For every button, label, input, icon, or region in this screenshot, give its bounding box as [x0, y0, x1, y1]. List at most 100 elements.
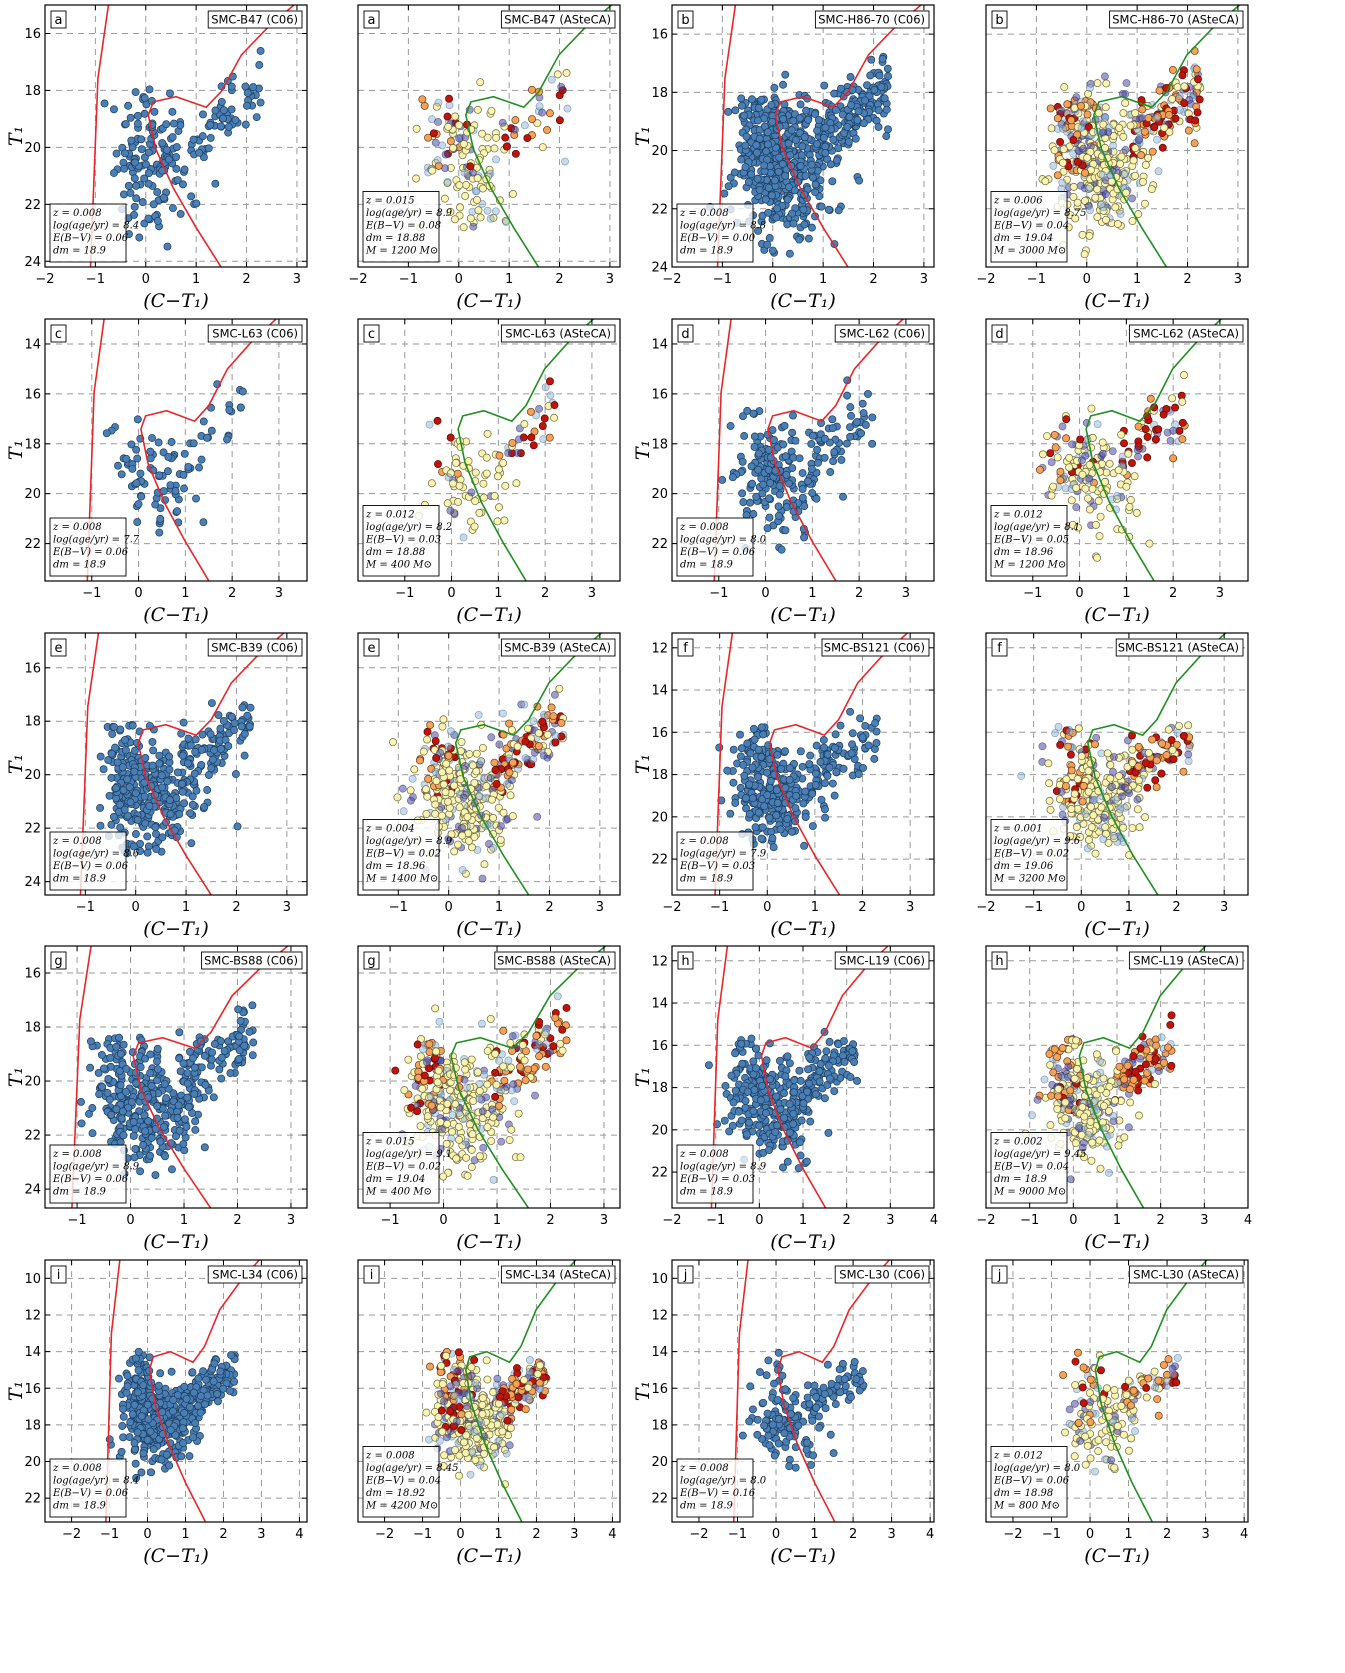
isochrone-curve: [132, 946, 290, 1208]
data-point: [121, 735, 129, 744]
data-point: [119, 190, 128, 199]
x-axis-label: (C−T₁): [770, 604, 836, 626]
data-point: [138, 198, 147, 207]
x-tick-label: 1: [1122, 586, 1130, 601]
data-point: [1151, 435, 1160, 444]
data-point: [521, 1076, 530, 1085]
data-point: [450, 215, 459, 224]
data-point: [1091, 193, 1100, 202]
data-point: [740, 432, 749, 440]
data-point: [1101, 190, 1110, 199]
x-tick-label: 2: [546, 1213, 554, 1228]
data-point: [469, 222, 478, 231]
plot-frame: [671, 318, 935, 582]
data-point: [1058, 158, 1067, 167]
data-point: [107, 749, 116, 758]
data-point: [145, 169, 153, 178]
data-point: [791, 436, 800, 445]
data-point: [491, 1068, 500, 1077]
x-tick-label: −2: [976, 272, 995, 287]
data-point: [416, 1122, 425, 1130]
data-point: [562, 69, 571, 77]
data-point: [1141, 813, 1149, 822]
data-point: [173, 768, 182, 777]
data-point: [736, 752, 745, 761]
data-point: [1044, 759, 1053, 768]
data-point: [745, 780, 754, 789]
data-point: [158, 833, 167, 842]
data-point: [189, 439, 198, 448]
data-point: [143, 832, 152, 841]
data-point: [153, 1044, 162, 1053]
data-point: [473, 196, 481, 204]
data-point: [126, 113, 135, 122]
data-point: [451, 112, 460, 121]
fit-parameter: z = 0.008: [679, 836, 729, 847]
data-point: [110, 105, 118, 114]
data-point: [133, 119, 142, 128]
data-point: [195, 463, 204, 472]
cluster-title: SMC-L62 (ASteCA): [1133, 327, 1239, 341]
data-point: [1128, 459, 1136, 467]
data-point: [558, 1025, 567, 1034]
panel-letter: a: [55, 13, 63, 28]
data-point: [1144, 748, 1153, 757]
data-point: [427, 1101, 436, 1110]
data-point: [439, 780, 448, 789]
data-point: [220, 1047, 229, 1055]
data-point: [884, 125, 892, 134]
data-point: [495, 1101, 504, 1110]
data-point: [1109, 832, 1118, 841]
data-point: [171, 487, 180, 495]
data-point: [448, 1110, 457, 1119]
data-point: [179, 1140, 188, 1148]
fit-parameter: log(age/yr) = 9.1: [366, 1149, 452, 1160]
data-point: [1169, 454, 1178, 463]
data-point: [441, 788, 450, 797]
data-point: [489, 1113, 498, 1122]
data-point: [505, 719, 514, 728]
data-point: [431, 800, 440, 809]
data-point: [140, 94, 149, 103]
panel-letter: c: [55, 327, 62, 342]
data-point: [828, 177, 837, 186]
data-point: [224, 122, 233, 131]
y-axis-label: T₁: [5, 440, 27, 460]
data-point: [130, 174, 139, 183]
data-point: [774, 502, 783, 511]
data-point: [441, 150, 450, 159]
data-point: [521, 754, 530, 763]
y-tick-label: 14: [24, 337, 41, 352]
data-point: [820, 81, 829, 90]
data-point: [533, 119, 542, 128]
data-point: [846, 423, 854, 432]
data-point: [739, 498, 748, 507]
data-point: [129, 1117, 138, 1126]
data-point: [1134, 127, 1143, 136]
data-point: [740, 111, 749, 120]
data-point: [803, 477, 812, 486]
data-point: [408, 774, 417, 783]
data-point: [800, 220, 809, 229]
data-point: [844, 137, 853, 146]
data-point: [1137, 151, 1146, 160]
data-point: [440, 194, 449, 203]
data-point: [816, 758, 825, 766]
data-point: [780, 421, 789, 430]
data-point: [470, 833, 479, 841]
isochrone-curve: [767, 319, 905, 581]
data-point: [504, 449, 513, 458]
data-point: [443, 499, 452, 508]
data-point: [104, 1075, 113, 1083]
data-point: [178, 751, 187, 760]
x-tick-label: 2: [858, 900, 866, 915]
data-point: [1111, 795, 1120, 804]
data-point: [443, 1099, 452, 1108]
fit-parameter: log(age/yr) = 8.1: [994, 522, 1080, 533]
data-point: [183, 1069, 192, 1078]
data-point: [238, 387, 247, 396]
data-point: [130, 1153, 139, 1162]
data-point: [145, 802, 154, 811]
data-point: [750, 735, 759, 744]
data-point: [843, 122, 852, 131]
